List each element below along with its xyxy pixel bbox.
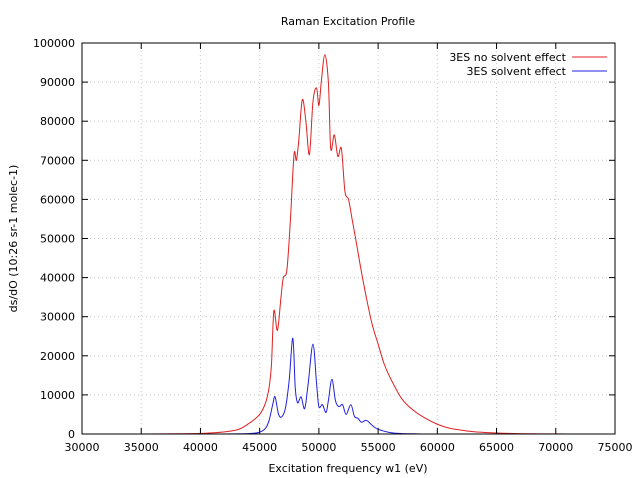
y-tick-label: 40000	[40, 272, 75, 285]
x-tick-label: 50000	[301, 441, 336, 454]
x-tick-label: 65000	[479, 441, 514, 454]
y-tick-label: 10000	[40, 389, 75, 402]
y-tick-label: 0	[68, 428, 75, 441]
y-tick-label: 20000	[40, 350, 75, 363]
x-tick-label: 35000	[124, 441, 159, 454]
x-tick-label: 30000	[65, 441, 100, 454]
y-tick-label: 70000	[40, 154, 75, 167]
legend: 3ES no solvent effect 3ES solvent effect	[449, 51, 607, 78]
y-tick-label: 50000	[40, 233, 75, 246]
axis-ticks: 30000 35000 40000 45000 50000 55000 60000 65000…	[33, 37, 633, 454]
y-tick-label: 60000	[40, 193, 75, 206]
y-axis-label: ds/dO (10:26 sr-1 molec-1)	[7, 165, 20, 313]
x-tick-label: 40000	[183, 441, 218, 454]
y-tick-label: 30000	[40, 311, 75, 324]
legend-label-series-2: 3ES solvent effect	[467, 65, 567, 78]
series-lines	[105, 54, 586, 435]
series-line-2	[105, 337, 586, 435]
x-tick-label: 55000	[361, 441, 396, 454]
y-tick-label: 80000	[40, 115, 75, 128]
x-axis-label: Excitation frequency w1 (eV)	[268, 462, 427, 475]
chart-title: Raman Excitation Profile	[281, 15, 415, 28]
y-tick-label: 90000	[40, 76, 75, 89]
x-tick-label: 75000	[598, 441, 633, 454]
x-tick-label: 45000	[242, 441, 277, 454]
x-tick-label: 70000	[538, 441, 573, 454]
x-tick-label: 60000	[420, 441, 455, 454]
series-line-1	[105, 54, 586, 435]
legend-label-series-1: 3ES no solvent effect	[449, 51, 566, 64]
grid-lines	[82, 43, 615, 434]
y-tick-label: 100000	[33, 37, 75, 50]
